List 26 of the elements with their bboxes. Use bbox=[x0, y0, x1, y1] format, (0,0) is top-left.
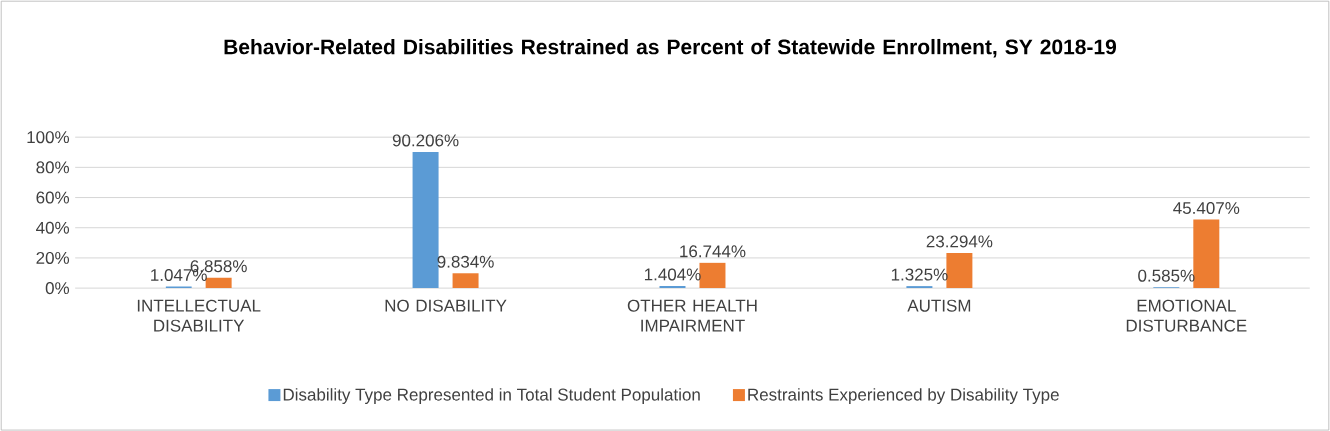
bar bbox=[452, 273, 479, 288]
bar bbox=[205, 277, 232, 288]
x-tick-label: AUTISM bbox=[907, 299, 971, 312]
data-label: 23.294% bbox=[926, 235, 993, 248]
chart-title: Behavior-Related Disabilities Restrained as Percent of Statewide Enrollment, SY 2018-19 bbox=[224, 38, 1117, 58]
legend-label: Disability Type Represented in Total Student Population bbox=[283, 388, 700, 404]
data-label: 16.744% bbox=[680, 245, 746, 258]
data-label: 45.407% bbox=[1173, 201, 1240, 214]
y-tick-label: 0% bbox=[45, 281, 70, 295]
x-tick-label: INTELLECTUAL DISABILITY bbox=[137, 299, 261, 332]
data-label: 90.206% bbox=[392, 134, 459, 147]
bar bbox=[699, 262, 726, 288]
bar bbox=[1193, 219, 1220, 288]
y-tick-label: 80% bbox=[36, 161, 70, 174]
y-tick-label: 40% bbox=[36, 221, 70, 234]
x-tick-label: NO DISABILITY bbox=[385, 299, 507, 312]
bar bbox=[412, 151, 439, 288]
bar bbox=[946, 252, 973, 288]
bar bbox=[659, 285, 686, 288]
y-tick-label: 60% bbox=[36, 191, 70, 204]
legend-label: Restraints Experienced by Disability Type bbox=[748, 388, 1059, 404]
y-tick-label: 20% bbox=[36, 251, 70, 264]
x-tick-label: OTHER HEALTH IMPAIRMENT bbox=[627, 299, 757, 332]
y-tick-label: 100% bbox=[27, 131, 70, 144]
x-tick-label: EMOTIONAL DISTURBANCE bbox=[1126, 299, 1247, 332]
bar bbox=[906, 285, 933, 288]
